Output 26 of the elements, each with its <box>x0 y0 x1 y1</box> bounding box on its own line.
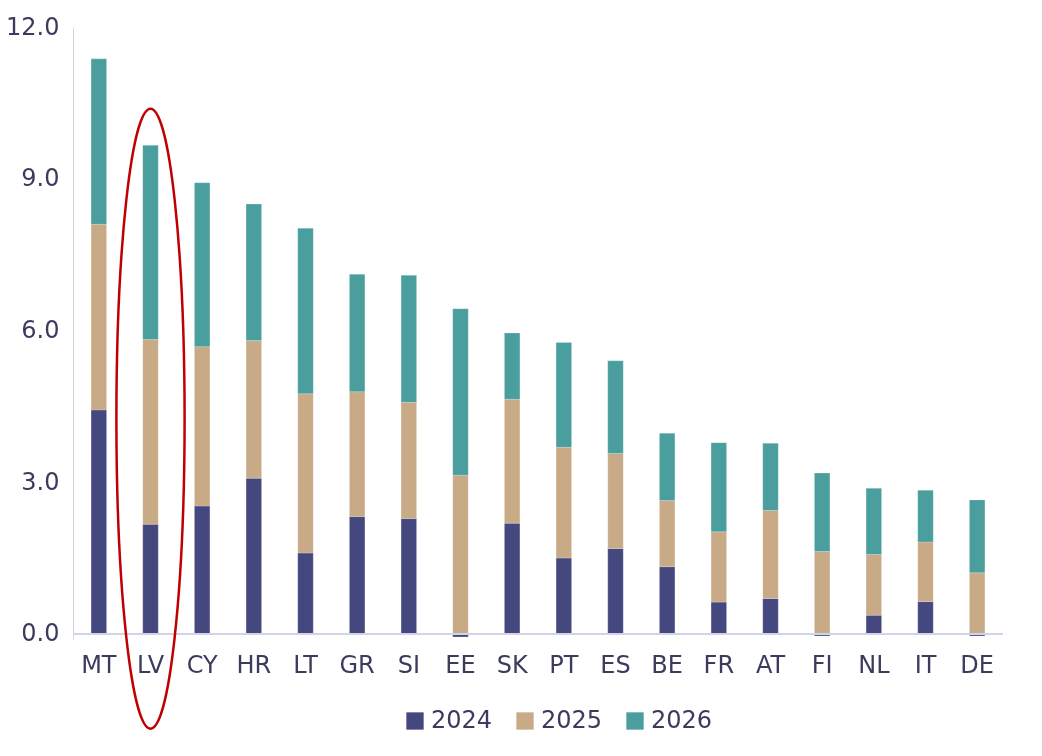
legend-label: 2026 <box>651 706 713 734</box>
y-tick-label: 12.0 <box>6 12 60 41</box>
x-tick-label: EE <box>445 650 476 679</box>
y-tick-label: 0.0 <box>21 619 60 648</box>
x-tick-label: PT <box>549 650 579 679</box>
x-tick-label: FI <box>811 650 833 679</box>
x-tick-label: LT <box>293 650 319 679</box>
x-tick-label: ES <box>600 650 631 679</box>
y-tick-label: 6.0 <box>21 315 60 344</box>
x-tick-label: LV <box>136 650 165 679</box>
x-tick-label: AT <box>755 650 786 679</box>
legend-label: 2025 <box>541 706 603 734</box>
x-tick-label: MT <box>81 650 117 679</box>
y-tick-label: 3.0 <box>21 467 60 496</box>
x-tick-label: IT <box>914 650 937 679</box>
x-tick-label: DE <box>960 650 994 679</box>
x-tick-label: BE <box>651 650 683 679</box>
x-tick-label: HR <box>236 650 272 679</box>
x-tick-label: CY <box>186 650 218 679</box>
x-tick-label: FR <box>703 650 735 679</box>
x-tick-label: GR <box>339 650 375 679</box>
x-tick-label: SI <box>397 650 420 679</box>
x-tick-label: NL <box>858 650 891 679</box>
x-tick-label: SK <box>496 650 529 679</box>
legend-label: 2024 <box>431 706 493 734</box>
y-tick-label: 9.0 <box>21 164 60 193</box>
